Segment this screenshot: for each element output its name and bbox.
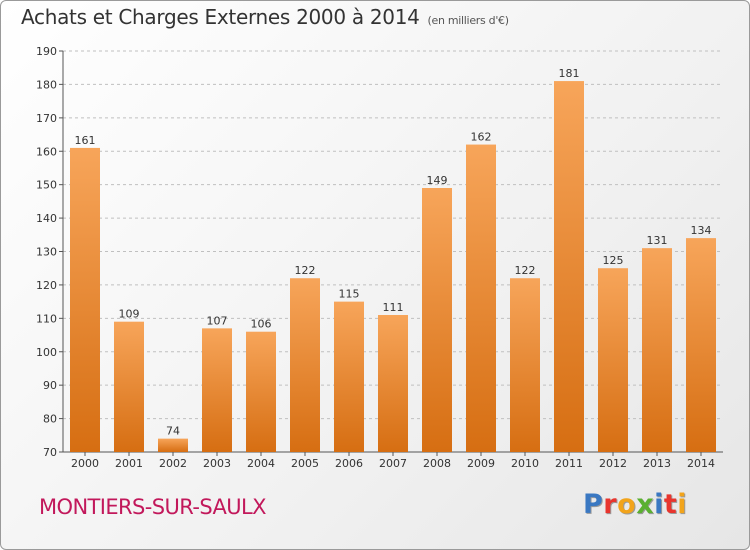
- y-tick-label: 140: [36, 212, 57, 225]
- x-tick-label: 2013: [643, 457, 671, 470]
- x-tick-label: 2007: [379, 457, 407, 470]
- x-tick-label: 2011: [555, 457, 583, 470]
- data-label: 115: [339, 288, 360, 301]
- x-tick-label: 2012: [599, 457, 627, 470]
- bar: [466, 144, 496, 453]
- title-text: Achats et Charges Externes 2000 à 2014: [21, 5, 420, 29]
- x-tick-label: 2001: [115, 457, 143, 470]
- x-tick-label: 2003: [203, 457, 231, 470]
- bar: [378, 314, 408, 452]
- logo-letter: o: [617, 489, 637, 520]
- data-label: 122: [515, 264, 536, 277]
- x-tick-label: 2010: [511, 457, 539, 470]
- y-tick-label: 190: [36, 45, 57, 58]
- data-label: 149: [427, 174, 448, 187]
- logo-letter: x: [636, 489, 655, 520]
- x-tick-label: 2006: [335, 457, 363, 470]
- data-label: 161: [75, 134, 96, 147]
- y-tick-label: 170: [36, 112, 57, 125]
- place-name: MONTIERS-SUR-SAULX: [39, 495, 267, 519]
- logo-letter: r: [603, 489, 618, 520]
- data-label: 74: [166, 425, 180, 438]
- bar: [642, 248, 672, 452]
- logo-letter: P: [583, 489, 604, 520]
- y-tick-label: 180: [36, 78, 57, 91]
- data-label: 111: [383, 301, 404, 314]
- y-tick-label: 130: [36, 246, 57, 259]
- y-tick-label: 80: [43, 413, 57, 426]
- bar: [158, 438, 188, 452]
- bar: [510, 278, 540, 452]
- x-tick-label: 2005: [291, 457, 319, 470]
- data-label: 109: [119, 308, 140, 321]
- chart-title: Achats et Charges Externes 2000 à 2014 (e…: [21, 5, 509, 29]
- bar: [246, 331, 276, 452]
- bar: [598, 268, 628, 452]
- y-tick-label: 150: [36, 179, 57, 192]
- bar: [422, 188, 452, 452]
- bar: [70, 147, 100, 453]
- x-tick-label: 2009: [467, 457, 495, 470]
- y-tick-label: 100: [36, 346, 57, 359]
- y-tick-label: 160: [36, 145, 57, 158]
- x-tick-label: 2004: [247, 457, 275, 470]
- data-label: 131: [647, 234, 668, 247]
- data-label: 107: [207, 314, 228, 327]
- bar: [202, 328, 232, 452]
- bar: [290, 278, 320, 452]
- x-tick-label: 2002: [159, 457, 187, 470]
- bar: [334, 301, 364, 452]
- proxiti-logo: Proxiti: [583, 489, 687, 520]
- x-tick-label: 2014: [687, 457, 715, 470]
- bar: [554, 81, 584, 452]
- y-tick-label: 110: [36, 312, 57, 325]
- data-label: 134: [691, 224, 712, 237]
- y-tick-label: 90: [43, 379, 57, 392]
- bar: [686, 238, 716, 452]
- y-tick-label: 120: [36, 279, 57, 292]
- y-tick-label: 70: [43, 446, 57, 459]
- data-label: 106: [251, 318, 272, 331]
- data-label: 162: [471, 131, 492, 144]
- data-label: 122: [295, 264, 316, 277]
- data-label: 125: [603, 254, 624, 267]
- logo-letter: i: [677, 489, 688, 520]
- logo-letter: t: [663, 489, 678, 520]
- logo-letter: i: [654, 489, 664, 520]
- x-tick-label: 2008: [423, 457, 451, 470]
- bar: [114, 321, 144, 452]
- data-label: 181: [559, 67, 580, 80]
- unit-label: (en milliers d'€): [427, 14, 509, 27]
- x-tick-label: 2000: [71, 457, 99, 470]
